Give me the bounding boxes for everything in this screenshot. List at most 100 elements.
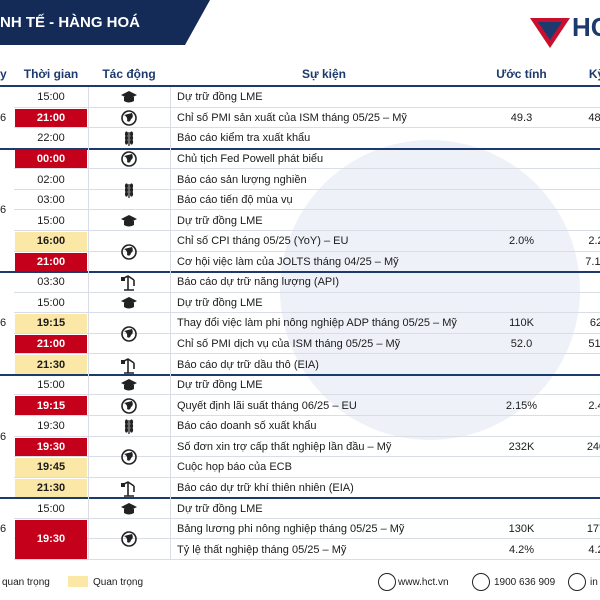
prior-cell: 48. <box>588 111 600 124</box>
time-cell: 21:30 <box>15 478 87 498</box>
event-cell: Tỷ lệ thất nghiệp tháng 05/25 – Mỹ <box>177 543 347 556</box>
date-cell: 6 <box>0 430 7 443</box>
time-cell: 21:00 <box>15 108 87 128</box>
row-line <box>14 250 600 252</box>
estimate-cell: 2.15% <box>505 399 538 412</box>
contact-icon <box>568 573 586 591</box>
row-line <box>14 394 600 396</box>
row-line <box>14 106 600 108</box>
event-cell: Dự trữ đồng LME <box>177 502 263 515</box>
time-cell: 02:00 <box>37 173 65 186</box>
row-line <box>14 435 600 437</box>
time-cell: 19:30 <box>37 420 65 433</box>
row-line <box>14 538 600 540</box>
contact-icon <box>378 573 396 591</box>
banner-title: NH TẾ - HÀNG HOÁ <box>0 13 140 31</box>
cap-icon <box>121 379 137 391</box>
globe-icon <box>121 243 137 260</box>
group-line <box>0 373 600 376</box>
logo: HC <box>572 12 600 42</box>
prior-cell: 177 <box>586 523 600 536</box>
event-cell: Báo cáo sản lượng nghiền <box>177 173 307 186</box>
event-cell: Quyết định lãi suất tháng 06/25 – EU <box>177 399 357 412</box>
time-cell: 00:00 <box>15 149 87 169</box>
time-cell: 03:30 <box>37 276 65 289</box>
cap-icon <box>121 296 137 309</box>
prior-cell: 51. <box>588 338 600 351</box>
header-line <box>0 85 600 87</box>
globe-icon <box>121 531 137 548</box>
event-cell: Cơ hội việc làm của JOLTS tháng 04/25 – … <box>177 255 399 268</box>
wheat-icon <box>124 183 134 198</box>
estimate-cell: 130K <box>508 523 535 536</box>
time-cell: 15:00 <box>37 91 65 104</box>
cap-icon <box>121 214 137 227</box>
legend-label: Quan trọng <box>93 576 144 588</box>
time-cell: 21:30 <box>15 355 87 374</box>
prior-cell: 62 <box>589 317 600 330</box>
prior-cell: 4.2 <box>588 543 600 556</box>
group-line <box>0 147 600 150</box>
row-line <box>14 229 600 231</box>
column-header: y <box>0 67 7 81</box>
column-header: Thời gian <box>23 67 79 81</box>
oil-icon <box>121 481 135 497</box>
time-cell: 19:30 <box>15 437 87 457</box>
legend-swatch <box>68 576 88 587</box>
row-line <box>14 476 600 478</box>
event-cell: Thay đổi việc làm phi nông nghiệp ADP th… <box>177 317 457 330</box>
event-cell: Dự trữ đồng LME <box>177 214 263 227</box>
wheat-icon <box>124 419 134 435</box>
legend-label: quan trọng <box>2 576 50 588</box>
row-line <box>14 559 600 560</box>
row-line <box>14 168 600 170</box>
column-header: Tác động <box>102 67 156 81</box>
globe-icon <box>121 325 137 342</box>
prior-cell: 7.19 <box>585 255 600 268</box>
estimate-cell: 2.0% <box>508 235 535 248</box>
column-header: Sự kiện <box>301 67 347 81</box>
date-cell: 6 <box>0 523 7 536</box>
time-cell: 03:00 <box>37 194 65 207</box>
row-line <box>14 209 600 211</box>
event-cell: Chỉ số PMI dịch vụ của ISM tháng 05/25 –… <box>177 338 401 351</box>
event-cell: Báo cáo doanh số xuất khẩu <box>177 420 317 433</box>
time-cell: 19:15 <box>15 396 87 416</box>
time-cell: 15:00 <box>37 214 65 227</box>
time-cell: 16:00 <box>15 231 87 251</box>
time-cell: 21:00 <box>15 334 87 354</box>
row-line <box>14 353 600 355</box>
event-cell: Báo cáo dự trữ dầu thô (EIA) <box>177 358 319 371</box>
estimate-cell: 52.0 <box>510 338 533 351</box>
contact-text: in <box>590 576 598 588</box>
time-cell: 19:30 <box>15 519 87 559</box>
oil-icon <box>121 275 135 292</box>
contact-text: 1900 636 909 <box>494 576 556 588</box>
event-cell: Báo cáo dự trữ năng lượng (API) <box>177 276 339 289</box>
event-cell: Bảng lương phi nông nghiệp tháng 05/25 –… <box>177 523 405 536</box>
event-cell: Báo cáo tiến độ mùa vụ <box>177 194 293 207</box>
cap-icon <box>121 91 137 103</box>
column-header: Ước tính <box>496 67 547 81</box>
row-line <box>14 291 600 293</box>
event-cell: Báo cáo kiểm tra xuất khẩu <box>177 132 311 145</box>
row-line <box>14 517 600 519</box>
row-line <box>14 127 600 129</box>
row-line <box>14 188 600 190</box>
contact-icon <box>472 573 490 591</box>
time-cell: 15:00 <box>37 379 65 392</box>
group-line <box>0 271 600 274</box>
column-header: Kỳ tr <box>588 67 600 81</box>
date-cell: 6 <box>0 111 7 124</box>
cap-icon <box>121 502 137 515</box>
globe-icon <box>121 110 137 126</box>
event-cell: Dự trữ đồng LME <box>177 379 263 392</box>
contact-text: www.hct.vn <box>398 576 449 588</box>
estimate-cell: 232K <box>508 440 535 453</box>
time-cell: 19:15 <box>15 314 87 333</box>
time-cell: 22:00 <box>37 132 65 145</box>
event-cell: Chủ tịch Fed Powell phát biểu <box>177 152 324 165</box>
globe-icon <box>121 151 137 167</box>
prior-cell: 240 <box>586 440 600 453</box>
